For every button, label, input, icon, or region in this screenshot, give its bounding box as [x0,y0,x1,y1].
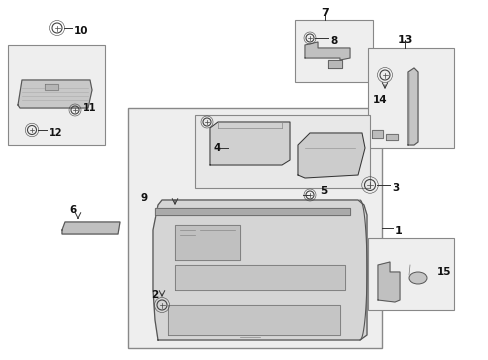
Text: 15: 15 [436,267,450,277]
Text: 5: 5 [319,186,326,196]
Text: 13: 13 [397,35,412,45]
Polygon shape [371,130,382,138]
Bar [367,48,453,148]
Text: 4: 4 [213,143,220,153]
Polygon shape [407,68,417,145]
Polygon shape [305,42,349,60]
Bar [195,115,369,188]
Text: 9: 9 [141,193,148,203]
Text: 8: 8 [329,36,337,46]
Text: 7: 7 [321,8,328,18]
Polygon shape [385,134,397,140]
Bar [8,45,105,145]
Text: 2: 2 [151,290,158,300]
Text: 3: 3 [391,183,398,193]
Ellipse shape [408,272,426,284]
Text: 10: 10 [74,26,88,36]
Bar [128,108,381,348]
Polygon shape [153,200,366,340]
Polygon shape [168,305,339,335]
Polygon shape [209,122,289,165]
Bar [294,20,372,82]
Text: 14: 14 [372,95,386,105]
Bar [367,238,453,310]
Polygon shape [45,84,58,90]
Polygon shape [155,208,349,215]
Text: 12: 12 [49,128,62,138]
Polygon shape [297,133,364,178]
Polygon shape [175,225,240,260]
Text: 6: 6 [69,205,77,215]
Text: 1: 1 [394,226,402,236]
Polygon shape [377,262,399,302]
Polygon shape [62,222,120,234]
Polygon shape [18,80,92,108]
Text: 11: 11 [83,103,96,113]
Polygon shape [327,60,341,68]
Polygon shape [175,265,345,290]
